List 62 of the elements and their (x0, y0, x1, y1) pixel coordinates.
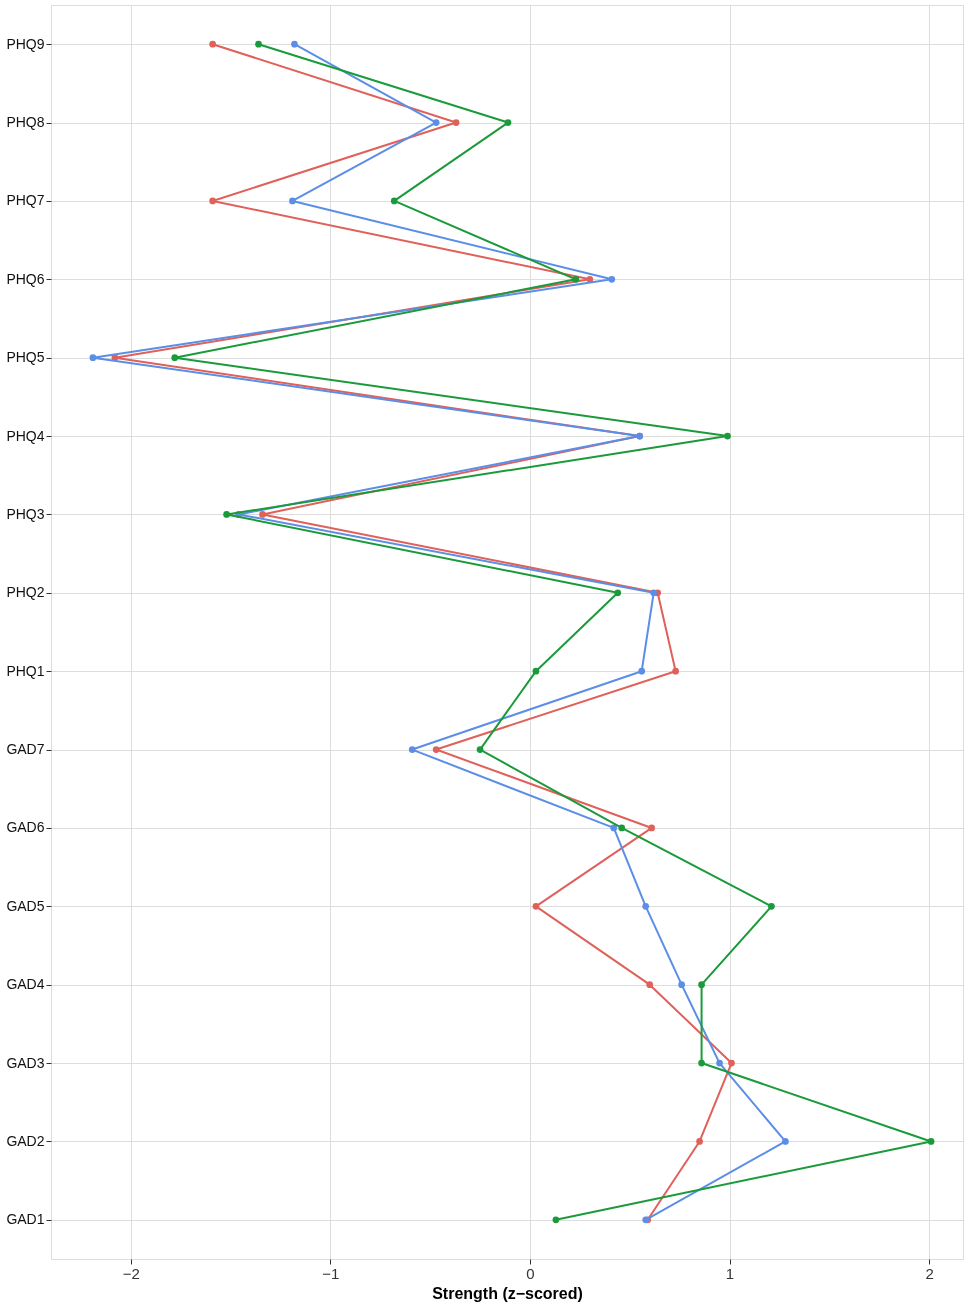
x-tick-label: 1 (725, 1264, 735, 1282)
y-tick-label: GAD5 (6, 897, 45, 914)
y-tick-label: PHQ8 (6, 114, 45, 131)
y-tick-label: PHQ4 (6, 427, 45, 444)
point (390, 197, 398, 205)
point (289, 197, 296, 205)
x-axis-title: Strength (z−scored) (432, 1284, 583, 1302)
point (672, 667, 679, 675)
point (209, 40, 216, 48)
point (610, 824, 618, 832)
point (432, 746, 440, 753)
point (572, 275, 580, 283)
point (724, 432, 731, 440)
point (650, 589, 658, 597)
point (255, 40, 262, 48)
point (89, 354, 97, 362)
point (532, 667, 540, 675)
y-tick-label: PHQ6 (6, 270, 45, 287)
y-tick-label: PHQ9 (6, 35, 45, 52)
point (698, 981, 705, 989)
point (638, 667, 646, 675)
point (223, 511, 230, 518)
point (728, 1059, 735, 1067)
x-tick-label: 2 (925, 1264, 934, 1282)
x-tick-label: −1 (322, 1264, 340, 1282)
y-tick-label: GAD1 (6, 1211, 45, 1228)
point (646, 981, 654, 989)
point (782, 1138, 789, 1145)
point (259, 511, 266, 518)
point (532, 902, 540, 910)
y-tick-label: PHQ2 (6, 584, 45, 601)
point (927, 1138, 935, 1145)
point (608, 275, 616, 283)
y-tick-label: GAD6 (6, 819, 45, 836)
y-tick-label: GAD2 (6, 1132, 45, 1149)
y-tick-label: GAD4 (6, 976, 45, 993)
y-tick-label: PHQ3 (6, 505, 45, 522)
point (678, 981, 685, 989)
point (432, 119, 440, 126)
point (642, 902, 650, 910)
point (552, 1216, 560, 1224)
point (452, 119, 460, 126)
point (291, 40, 298, 48)
point (476, 746, 484, 753)
point (171, 354, 179, 362)
y-tick-label: PHQ5 (6, 349, 45, 366)
y-tick-label: PHQ7 (6, 192, 45, 209)
point (648, 824, 656, 832)
point (614, 589, 622, 597)
x-tick-label: −2 (122, 1264, 140, 1282)
point (716, 1059, 723, 1067)
y-tick-label: GAD3 (6, 1054, 45, 1071)
y-tick-label: GAD7 (6, 741, 45, 758)
point (408, 746, 416, 753)
point (618, 824, 626, 832)
point (696, 1138, 703, 1145)
x-tick-label: 0 (526, 1264, 535, 1282)
point (504, 119, 512, 126)
point (698, 1059, 705, 1067)
y-tick-label: PHQ1 (6, 662, 45, 679)
point (768, 902, 775, 910)
point (209, 197, 216, 205)
